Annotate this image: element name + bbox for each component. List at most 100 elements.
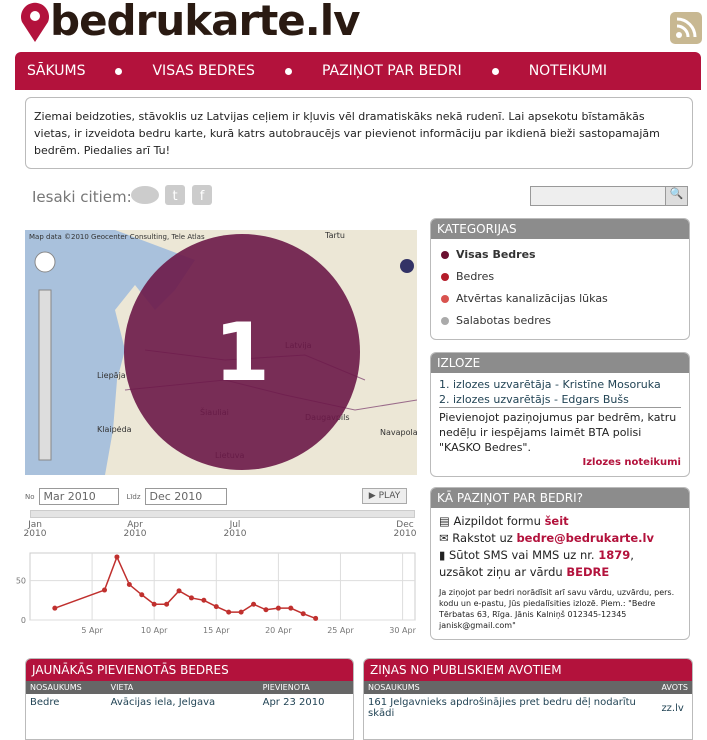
from-label: No <box>25 492 35 501</box>
search-box[interactable]: 🔍 <box>530 186 688 206</box>
svg-text:t: t <box>172 189 177 204</box>
timeline-axis-label: Apr 2010 <box>123 520 147 539</box>
lottery-box: IZLOZE 1. izlozes uzvarētāja - Kristīne … <box>430 352 690 477</box>
trend-point <box>102 587 108 593</box>
category-item[interactable]: Salabotas bedres <box>441 314 679 327</box>
intro: Ziemai beidzoties, stāvoklis uz Latvijas… <box>25 97 693 169</box>
latest-table: JAUNĀKĀS PIEVIENOTĀS BEDRES NOSAUKUMS VIE… <box>25 658 354 740</box>
cluster-count: 1 <box>214 306 270 399</box>
timeline-axis-label: Jul 2010 <box>223 520 247 539</box>
category-dot <box>441 272 449 281</box>
share-label: Iesaki citiem: <box>32 188 132 206</box>
form-link[interactable]: šeit <box>544 514 569 528</box>
play-label: PLAY <box>378 491 401 501</box>
play-button[interactable]: ▶ PLAY <box>362 488 407 504</box>
lottery-text: Pievienojot paziņojumus par bedrēm, katr… <box>439 411 677 454</box>
email-link[interactable]: bedre@bedrukarte.lv <box>516 531 654 545</box>
zoom-button[interactable] <box>400 259 414 273</box>
trend-point <box>114 554 120 560</box>
category-label: Visas Bedres <box>456 248 536 261</box>
logo-pin <box>21 2 49 43</box>
winner[interactable]: 2. izlozes uzvarētājs - Edgars Bušs <box>439 392 681 408</box>
trend-point <box>238 609 244 615</box>
x-tick-label: 20 Apr <box>265 626 292 635</box>
news-table: ZIŅAS NO PUBLISKIEM AVOTIEM NOSAUKUMS AVO… <box>363 658 693 740</box>
cluster-marker[interactable] <box>124 234 360 470</box>
categories-box: KATEGORIJAS Visas Bedres Bedres Atvērtas k… <box>430 218 690 340</box>
winner[interactable]: 1. izlozes uzvarētāja - Kristīne Mosoruk… <box>439 378 661 391</box>
email-text: Rakstot uz <box>452 531 517 545</box>
to-select[interactable]: Dec 2010 <box>144 488 227 505</box>
trend-point <box>313 615 319 621</box>
trend-point <box>139 592 145 598</box>
trend-point <box>300 611 306 617</box>
pan-control[interactable] <box>34 251 56 273</box>
map-place-label: Navapolatsk <box>380 428 417 437</box>
map-place-label: Liepāja <box>97 371 126 380</box>
sms-text: Sūtot SMS vai MMS uz nr. <box>448 548 599 562</box>
category-item[interactable]: Atvērtas kanalizācijas lūkas <box>441 292 679 305</box>
table-cell: zz.lv <box>661 702 684 714</box>
column-header: VIETA <box>106 681 259 694</box>
sms-text: , uzsākot ziņu ar vārdu <box>439 548 634 579</box>
how-box: KĀ PAZIŅOT PAR BEDRI? ▤ Aizpildot formu … <box>430 487 690 640</box>
how-note: Ja ziņojot par bedri norādīsit arī savu … <box>439 588 675 630</box>
search-button[interactable]: 🔍 <box>665 187 687 205</box>
to-label: Līdz <box>126 492 141 501</box>
column-header: AVOTS <box>657 681 692 694</box>
trend-point <box>176 588 182 594</box>
timeline-slider[interactable] <box>30 510 415 518</box>
table-cell[interactable]: 161 Jelgavnieks apdrošinājies pret bedru… <box>368 697 636 719</box>
y-tick-label: 0 <box>21 616 26 625</box>
timeline-axis-label: Jan 2010 <box>23 520 47 539</box>
zoom-slider[interactable] <box>38 289 52 461</box>
map-place-label: Klaipėda <box>97 425 132 434</box>
nav-bar: SĀKUMS VISAS BEDRES PAZIŅOT PAR BEDRI NO… <box>15 52 701 90</box>
table-cell: Avācijas iela, Jelgava <box>110 697 216 708</box>
trend-point <box>126 582 132 588</box>
rss-icon[interactable] <box>670 12 702 44</box>
y-tick-label: 50 <box>16 577 26 586</box>
trend-chart: 5 Apr 10 Apr 15 Apr 20 Apr 25 Apr 30 Apr 0 50 <box>16 552 417 635</box>
header-row: NOSAUKUMS VIETA PIEVIENOTA <box>26 681 353 694</box>
header-row: NOSAUKUMS AVOTS <box>364 681 692 694</box>
box-title: IZLOZE <box>431 353 689 373</box>
category-item[interactable]: Bedres <box>441 270 679 283</box>
x-tick-label: 5 Apr <box>81 626 103 635</box>
svg-text:f: f <box>200 189 205 204</box>
box-title: KATEGORIJAS <box>431 219 689 239</box>
x-tick-label: 30 Apr <box>389 626 416 635</box>
trend-point <box>188 595 194 601</box>
nav-link[interactable]: VISAS BEDRES <box>152 63 255 79</box>
rules-link[interactable]: Izlozes noteikumi <box>582 457 681 468</box>
timeline-controls: No Mar 2010 Līdz Dec 2010 <box>25 488 227 505</box>
trend-point <box>164 601 170 607</box>
nav-link[interactable]: NOTEIKUMI <box>528 63 607 79</box>
from-select[interactable]: Mar 2010 <box>38 488 119 505</box>
table-row: Bedre Avācijas iela, Jelgava Apr 23 2010 <box>26 694 353 711</box>
trend-point <box>288 605 294 611</box>
table-cell[interactable]: Bedre <box>30 697 60 708</box>
trend-point <box>52 605 58 611</box>
trend-point <box>226 609 232 615</box>
column-header: NOSAUKUMS <box>364 681 658 694</box>
nav-link[interactable]: SĀKUMS <box>27 63 86 79</box>
box-title: KĀ PAZIŅOT PAR BEDRI? <box>431 488 689 508</box>
timeline-axis: Jan 2010 Apr 2010 Jul 2010 Dec 2010 <box>20 521 420 541</box>
category-item[interactable]: Visas Bedres <box>441 248 679 261</box>
category-dot <box>441 316 449 325</box>
category-dot <box>441 250 449 259</box>
trend-point <box>213 604 219 610</box>
nav-link[interactable]: PAZIŅOT PAR BEDRI <box>321 63 462 79</box>
trend-point <box>275 605 281 611</box>
category-label: Salabotas bedres <box>456 314 552 327</box>
x-tick-label: 25 Apr <box>327 626 354 635</box>
column-header: NOSAUKUMS <box>26 681 107 694</box>
category-label: Bedres <box>456 270 495 283</box>
map[interactable]: Map data ©2010 Geocenter Consulting, Tel… <box>25 230 417 475</box>
trend-point <box>151 601 157 607</box>
logo[interactable]: bedrukarte.lv <box>50 0 361 45</box>
